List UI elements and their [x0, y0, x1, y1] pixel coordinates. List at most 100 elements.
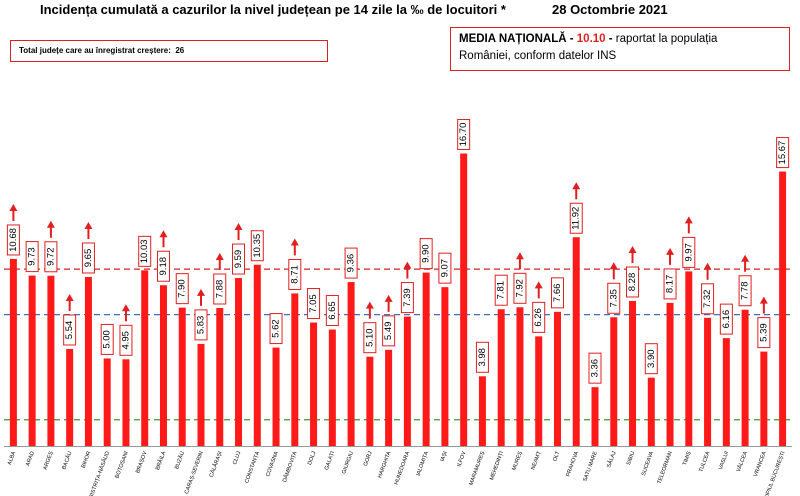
- data-label: 7.92: [514, 279, 525, 298]
- data-label: 6.26: [533, 308, 544, 327]
- data-label-box: [701, 283, 715, 315]
- data-label-box: [307, 288, 321, 320]
- category-label: VASLUI: [718, 450, 730, 470]
- category-label: CĂLĂRAȘI: [208, 450, 224, 478]
- category-label: IALOMIȚA: [416, 450, 431, 476]
- bar: [291, 293, 299, 446]
- category-label: GORJ: [363, 450, 374, 467]
- data-label: 8.28: [627, 273, 638, 292]
- bar: [253, 264, 261, 446]
- bar: [122, 359, 130, 446]
- increase-arrow-icon: [609, 262, 618, 270]
- increase-arrow-icon: [290, 238, 299, 246]
- bar: [779, 171, 787, 447]
- data-label: 7.35: [608, 289, 619, 308]
- bar: [310, 322, 318, 446]
- bar: [141, 270, 149, 446]
- data-label: 6.65: [327, 301, 338, 320]
- increase-arrow-icon: [65, 293, 74, 301]
- increase-arrow-icon: [534, 281, 543, 289]
- data-label-box: [438, 252, 452, 284]
- data-label-box: [269, 313, 283, 345]
- bar: [328, 329, 336, 446]
- national-average-text1: raportat la populația: [615, 33, 718, 45]
- bar: [497, 309, 505, 446]
- category-label: BISTRIȚA-NĂSĂUD: [88, 450, 112, 496]
- category-label: OLT: [552, 450, 561, 462]
- data-label: 7.66: [552, 284, 563, 303]
- bar: [422, 272, 430, 446]
- category-label: MUREȘ: [511, 450, 524, 471]
- data-label: 9.65: [83, 249, 94, 268]
- data-label: 10.03: [139, 239, 150, 263]
- category-label: BIHOR: [81, 451, 93, 469]
- category-label: MARAMUREȘ: [468, 450, 486, 486]
- data-label-box: [250, 230, 264, 262]
- data-label-box: [776, 137, 790, 169]
- data-label-box: [44, 241, 58, 273]
- category-label: CARAȘ-SEVERIN: [184, 451, 205, 495]
- data-label: 5.49: [383, 322, 394, 341]
- data-label: 7.88: [214, 280, 225, 299]
- category-label: DÂMBOVIȚA: [281, 450, 299, 483]
- data-label-box: [419, 238, 433, 270]
- category-label: VRANCEA: [753, 450, 768, 477]
- data-label-box: [119, 324, 133, 356]
- data-label-box: [63, 314, 77, 346]
- data-label-box: [644, 343, 658, 375]
- bar: [159, 285, 167, 446]
- category-label: GIURGIU: [341, 451, 355, 475]
- increase-arrow-icon: [215, 252, 224, 260]
- bar: [535, 336, 543, 446]
- category-label: COVASNA: [265, 450, 280, 477]
- bar: [647, 377, 655, 446]
- data-label: 5.00: [102, 330, 113, 349]
- data-label-box: [550, 277, 564, 309]
- data-label-box: [100, 323, 114, 355]
- increase-arrow-icon: [403, 261, 412, 269]
- category-label: ILFOV: [456, 450, 467, 467]
- category-label: ARGEȘ: [43, 450, 55, 470]
- category-label: TELEORMAN: [657, 451, 674, 485]
- category-label: DOLJ: [307, 450, 318, 465]
- increase-arrow-icon: [384, 294, 393, 302]
- data-label-box: [325, 295, 339, 327]
- data-label: 3.98: [477, 348, 488, 367]
- data-label-box: [175, 273, 189, 305]
- data-label-box: [626, 266, 640, 298]
- data-label: 11.92: [571, 207, 582, 230]
- bar: [553, 311, 561, 446]
- increase-arrow-icon: [684, 216, 693, 224]
- data-label: 9.72: [45, 248, 56, 267]
- bar: [685, 271, 693, 446]
- data-label: 9.97: [683, 243, 694, 261]
- increase-arrow-icon: [121, 304, 130, 312]
- category-label: BRĂILA: [154, 450, 167, 471]
- data-label-box: [382, 315, 396, 347]
- category-label: IAȘI: [440, 450, 449, 462]
- bar: [28, 275, 36, 446]
- data-label-box: [607, 282, 621, 314]
- category-label: BACĂU: [60, 450, 73, 470]
- category-label: NEAMȚ: [530, 450, 542, 471]
- data-label-box: [663, 268, 677, 300]
- category-label: CLUJ: [232, 450, 242, 465]
- category-label: HARGHITA: [377, 450, 392, 479]
- data-label: 16.70: [458, 123, 469, 147]
- increase-arrow-icon: [666, 247, 675, 255]
- data-label-box: [138, 235, 152, 267]
- bar: [178, 307, 186, 446]
- bar: [516, 307, 524, 446]
- data-label: 4.95: [120, 331, 131, 350]
- data-label-box: [344, 247, 358, 279]
- bar: [103, 358, 111, 446]
- category-label: MEHEDINȚI: [489, 450, 505, 481]
- data-label-box: [757, 317, 771, 349]
- category-label: VÂLCEA: [735, 450, 749, 473]
- data-label-box: [457, 119, 471, 151]
- bar: [478, 376, 486, 446]
- data-label: 5.39: [758, 323, 769, 342]
- national-average-sep2: -: [605, 33, 616, 45]
- bar: [572, 237, 580, 446]
- data-label: 7.90: [177, 279, 188, 298]
